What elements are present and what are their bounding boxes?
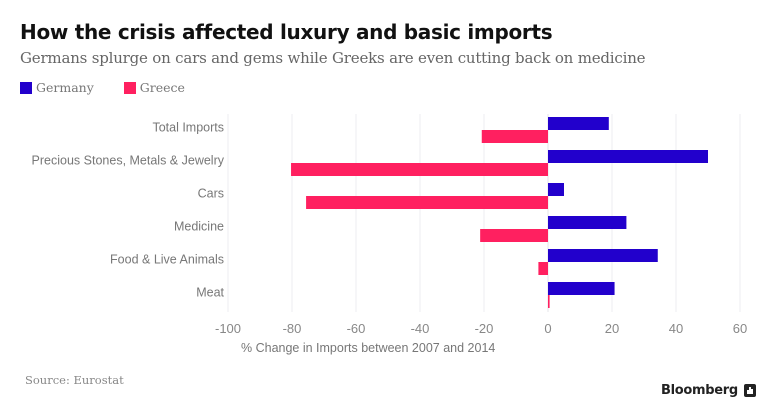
bar-germany-3	[548, 216, 627, 229]
x-tick-label: -60	[347, 321, 366, 336]
legend-swatch-germany	[20, 81, 32, 94]
legend-label-greece: Greece	[139, 80, 185, 95]
category-label: Meat	[196, 286, 224, 300]
category-label: Food & Live Animals	[110, 253, 224, 267]
chart-title: How the crisis affected luxury and basic…	[20, 20, 553, 44]
bloomberg-chart-icon	[743, 384, 756, 397]
legend-item-germany: Germany	[20, 80, 94, 95]
bar-greece-5	[548, 295, 550, 308]
x-tick-label: -40	[411, 321, 430, 336]
bar-greece-3	[480, 229, 548, 242]
x-tick-label: -80	[283, 321, 302, 336]
category-label: Precious Stones, Metals & Jewelry	[32, 154, 225, 168]
bar-germany-2	[548, 183, 564, 196]
legend-swatch-greece	[123, 81, 136, 94]
bar-germany-0	[548, 117, 609, 130]
x-tick-label: 20	[605, 321, 619, 336]
x-tick-label: -100	[215, 321, 241, 336]
brand-name: Bloomberg	[661, 383, 738, 398]
legend-item-greece: Greece	[123, 80, 185, 95]
x-axis-label: % Change in Imports between 2007 and 201…	[241, 341, 495, 355]
legend-label-germany: Germany	[36, 80, 94, 95]
chart-subtitle: Germans splurge on cars and gems while G…	[20, 49, 646, 67]
x-tick-label: -20	[475, 321, 494, 336]
bar-greece-2	[306, 196, 548, 209]
brand-logo: Bloomberg	[661, 383, 756, 398]
x-tick-labels: -100 -80 -60 -40 -20 0 20 40 60	[215, 321, 747, 336]
x-tick-label: 0	[544, 321, 551, 336]
source-note: Source: Eurostat	[25, 373, 124, 387]
bar-germany-5	[548, 282, 615, 295]
gridlines	[227, 114, 741, 312]
bars	[291, 117, 708, 308]
category-labels: Total Imports Precious Stones, Metals & J…	[32, 121, 225, 300]
category-label: Total Imports	[152, 121, 224, 135]
bar-greece-1	[291, 163, 548, 176]
bar-germany-4	[548, 249, 658, 262]
bar-greece-0	[481, 130, 548, 143]
category-label: Cars	[198, 187, 224, 201]
x-tick-label: 40	[669, 321, 683, 336]
bar-germany-1	[548, 150, 708, 163]
category-label: Medicine	[174, 220, 224, 234]
x-tick-label: 60	[733, 321, 747, 336]
legend: Germany Greece	[20, 80, 185, 95]
bar-greece-4	[538, 262, 548, 275]
